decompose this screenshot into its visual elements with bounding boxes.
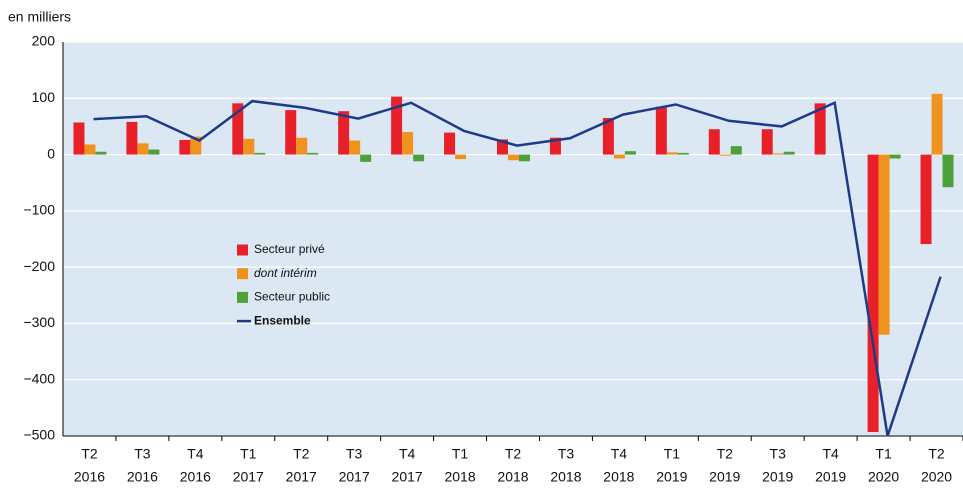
x-tick-label: T2 bbox=[928, 446, 945, 462]
bar bbox=[719, 154, 731, 156]
x-tick-label: 2018 bbox=[497, 469, 528, 485]
x-tick-label: 2020 bbox=[921, 469, 952, 485]
y-tick-label: 100 bbox=[32, 89, 56, 105]
bar bbox=[444, 132, 456, 155]
bar bbox=[391, 96, 403, 155]
bar bbox=[243, 138, 255, 155]
y-tick-label: 200 bbox=[32, 33, 56, 49]
bar bbox=[920, 154, 932, 245]
bar bbox=[708, 129, 720, 155]
bar bbox=[296, 137, 308, 155]
legend-label: Secteur public bbox=[254, 290, 330, 304]
x-tick-label: T4 bbox=[187, 446, 204, 462]
bar bbox=[254, 152, 266, 155]
plot-background bbox=[63, 42, 963, 436]
bar bbox=[549, 137, 561, 155]
bar bbox=[73, 122, 85, 155]
x-tick-label: 2016 bbox=[74, 469, 105, 485]
bar bbox=[190, 136, 202, 155]
bar bbox=[349, 140, 361, 155]
legend-swatch bbox=[237, 244, 248, 256]
x-tick-label: T4 bbox=[399, 446, 416, 462]
y-tick-label: −300 bbox=[23, 314, 55, 330]
bar bbox=[84, 144, 96, 155]
bar bbox=[338, 111, 350, 155]
bar bbox=[761, 129, 773, 155]
legend-swatch bbox=[237, 291, 248, 303]
y-tick-label: −500 bbox=[23, 427, 55, 443]
y-tick-label: −400 bbox=[23, 370, 55, 386]
x-tick-label: T2 bbox=[293, 446, 310, 462]
bar bbox=[783, 151, 795, 155]
x-tick-label: T3 bbox=[346, 446, 363, 462]
bar bbox=[402, 132, 414, 155]
bar bbox=[232, 103, 244, 155]
bar bbox=[867, 154, 879, 433]
x-tick-label: 2017 bbox=[233, 469, 264, 485]
x-tick-label: T3 bbox=[558, 446, 575, 462]
x-tick-label: T4 bbox=[611, 446, 628, 462]
legend-label: Secteur privé bbox=[254, 242, 325, 256]
y-axis-label: en milliers bbox=[8, 9, 71, 25]
y-tick-label: −100 bbox=[23, 202, 55, 218]
x-tick-label: T1 bbox=[875, 446, 892, 462]
bar bbox=[179, 139, 191, 155]
bar bbox=[878, 154, 890, 335]
x-tick-label: T2 bbox=[81, 446, 98, 462]
x-tick-label: T1 bbox=[452, 446, 469, 462]
bar bbox=[942, 154, 954, 188]
x-tick-label: T1 bbox=[664, 446, 681, 462]
bar bbox=[602, 117, 614, 155]
x-tick-label: T2 bbox=[505, 446, 522, 462]
legend-label: Ensemble bbox=[254, 313, 311, 327]
bar bbox=[677, 152, 689, 155]
y-tick-label: 0 bbox=[47, 145, 55, 161]
x-tick-label: 2017 bbox=[339, 469, 370, 485]
bar bbox=[730, 146, 742, 155]
bar bbox=[307, 152, 319, 155]
x-tick-label: T2 bbox=[717, 446, 734, 462]
y-tick-label: −200 bbox=[23, 258, 55, 274]
bar bbox=[508, 154, 519, 161]
legend-label: dont intérim bbox=[254, 266, 317, 280]
bar bbox=[889, 154, 901, 159]
bar bbox=[613, 154, 625, 159]
bar bbox=[655, 106, 667, 155]
bar bbox=[285, 110, 297, 155]
x-tick-label: 2019 bbox=[815, 469, 846, 485]
x-tick-label: 2018 bbox=[444, 469, 475, 485]
bar bbox=[814, 103, 826, 155]
x-tick-label: T4 bbox=[822, 446, 839, 462]
x-tick-label: 2016 bbox=[127, 469, 158, 485]
x-tick-label: T1 bbox=[240, 446, 257, 462]
x-tick-label: 2017 bbox=[286, 469, 317, 485]
bar bbox=[360, 154, 372, 162]
bar bbox=[931, 93, 943, 155]
x-tick-label: 2019 bbox=[656, 469, 687, 485]
x-tick-label: 2018 bbox=[550, 469, 581, 485]
x-tick-label: 2018 bbox=[603, 469, 634, 485]
legend: Secteur privé dont intérim Secteur public E… bbox=[237, 242, 330, 327]
bar bbox=[137, 143, 149, 155]
x-tick-label: T3 bbox=[134, 446, 151, 462]
x-tick-label: T3 bbox=[770, 446, 787, 462]
bar bbox=[95, 151, 107, 155]
bar bbox=[772, 153, 784, 155]
bar bbox=[666, 152, 678, 155]
bar bbox=[126, 121, 138, 155]
bar bbox=[519, 154, 530, 162]
x-tick-label: 2020 bbox=[868, 469, 899, 485]
legend-swatch bbox=[237, 268, 248, 280]
x-tick-label: 2017 bbox=[392, 469, 423, 485]
x-tick-label: 2019 bbox=[762, 469, 793, 485]
x-tick-label: 2016 bbox=[180, 469, 211, 485]
line-series bbox=[93, 99, 942, 437]
x-tick-label: 2019 bbox=[709, 469, 740, 485]
bar bbox=[455, 154, 467, 160]
bar bbox=[413, 154, 425, 162]
bar bbox=[497, 139, 508, 155]
bar bbox=[624, 151, 636, 155]
bar bbox=[148, 149, 160, 155]
